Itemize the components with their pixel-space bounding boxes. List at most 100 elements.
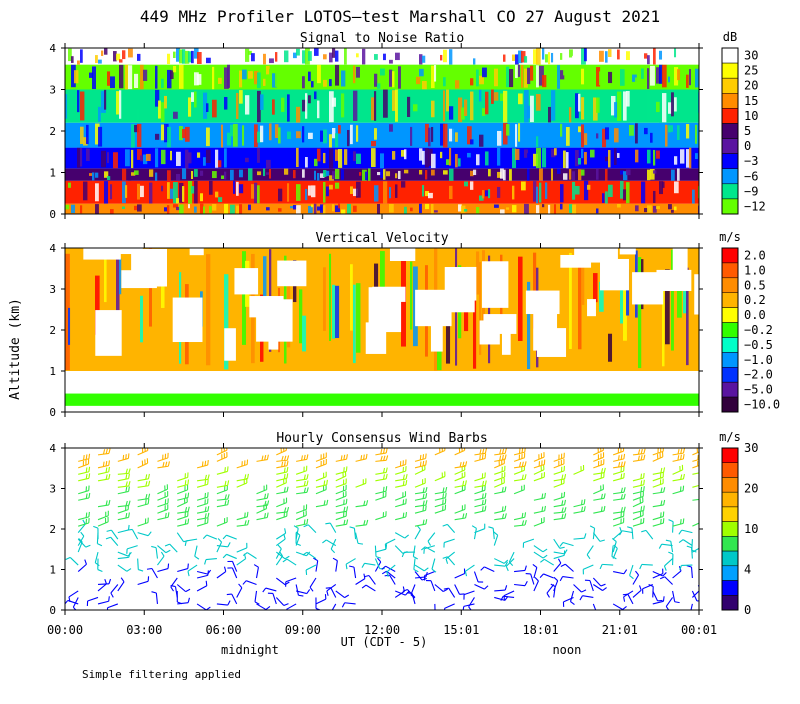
data-cell: [107, 152, 109, 163]
data-cell: [197, 52, 202, 64]
wind-barb: [428, 533, 435, 542]
data-cell: [296, 148, 299, 167]
wind-barb-feather: [347, 454, 348, 459]
data-cell: [644, 128, 648, 134]
data-cell: [398, 171, 401, 179]
wind-barb: [375, 562, 380, 572]
wind-barb-feather: [644, 506, 645, 511]
data-cell: [335, 286, 339, 338]
wind-barb-feather: [225, 495, 226, 500]
wind-barb-feather: [678, 449, 679, 454]
wind-barb-feather: [86, 454, 87, 459]
wind-barb: [504, 591, 514, 596]
data-cell: [404, 170, 408, 174]
wind-barb-feather: [502, 455, 503, 460]
colorbar-swatch: [722, 551, 738, 566]
data-cell: [476, 251, 479, 294]
wind-barb-feather: [166, 513, 167, 518]
wind-barb: [431, 581, 435, 591]
wind-barb-feather: [129, 501, 130, 506]
data-cell: [257, 171, 261, 175]
data-cell: [311, 81, 314, 87]
wind-barb: [217, 546, 228, 547]
data-cell: [269, 69, 272, 83]
wind-barb: [118, 479, 129, 481]
data-cell: [440, 152, 442, 158]
wind-barb-feather: [384, 474, 385, 479]
wind-barb-feather: [383, 487, 384, 492]
data-cell: [371, 184, 373, 197]
wind-barb-feather: [307, 474, 308, 479]
wind-barb-feather: [641, 480, 642, 485]
wind-barb-feather: [384, 456, 385, 461]
y-tick-label: 0: [49, 406, 56, 419]
wind-barb-feather: [502, 506, 503, 511]
data-cell: [251, 53, 255, 61]
wind-barb: [494, 511, 505, 513]
wind-barb-feather: [560, 542, 563, 546]
data-cell: [104, 181, 108, 203]
data-cell: [410, 208, 413, 212]
wind-barb-feather: [267, 501, 268, 506]
data-cell: [209, 206, 212, 213]
wind-barb-feather: [424, 568, 428, 571]
wind-barb-feather: [619, 455, 620, 460]
wind-barb-feather: [228, 494, 229, 499]
wind-barb: [494, 477, 504, 481]
data-cell: [302, 76, 305, 88]
wind-barb-feather: [423, 488, 424, 493]
wind-barb: [395, 504, 406, 507]
wind-barb: [369, 576, 375, 585]
data-cell: [383, 90, 388, 118]
data-cell: [539, 183, 541, 203]
wind-barb-feather: [225, 481, 226, 486]
data-cell: [395, 90, 398, 122]
wind-barb-feather: [188, 519, 189, 524]
data-cell: [395, 53, 400, 60]
data-cell: [695, 153, 698, 159]
data-cell: [230, 205, 235, 214]
wind-barb: [276, 512, 287, 513]
wind-barb: [593, 473, 604, 475]
wind-barb: [534, 511, 545, 513]
wind-barb-feather: [660, 577, 665, 579]
data-cell: [476, 169, 479, 180]
wind-barb: [415, 470, 425, 475]
wind-barb: [177, 498, 188, 501]
wind-barb: [118, 582, 124, 591]
data-cell: [374, 185, 378, 201]
data-cell: [335, 133, 338, 147]
wind-barb-feather: [406, 512, 407, 517]
wind-barb: [613, 499, 624, 501]
data-cell: [350, 264, 353, 330]
wind-barb-feather: [347, 519, 348, 524]
wind-barb-feather: [224, 567, 225, 572]
data-cell: [359, 172, 361, 176]
data-cell: [224, 204, 228, 214]
wind-barb: [356, 505, 367, 507]
wind-barb: [435, 498, 446, 501]
wind-barb: [308, 525, 316, 533]
wind-barb-feather: [525, 566, 526, 571]
data-cell: [335, 169, 339, 179]
wind-barb: [534, 522, 544, 526]
data-cell: [176, 198, 179, 203]
data-cell: [521, 181, 526, 190]
wind-barb-feather: [327, 480, 328, 485]
wind-barb-feather: [327, 591, 328, 596]
wind-barb-feather: [443, 524, 448, 526]
wind-barb-feather: [624, 570, 627, 574]
data-cell: [548, 52, 550, 64]
data-gap: [415, 290, 451, 326]
wind-barb-feather: [681, 455, 682, 460]
wind-barb: [273, 593, 276, 603]
data-cell: [302, 169, 305, 177]
wind-barb: [207, 535, 217, 539]
wind-barb: [177, 569, 188, 572]
data-cell: [356, 125, 358, 141]
data-cell: [557, 65, 560, 89]
wind-barb: [70, 557, 78, 565]
data-cell: [332, 204, 334, 211]
wind-barb-feather: [621, 455, 622, 460]
data-cell: [191, 171, 193, 179]
